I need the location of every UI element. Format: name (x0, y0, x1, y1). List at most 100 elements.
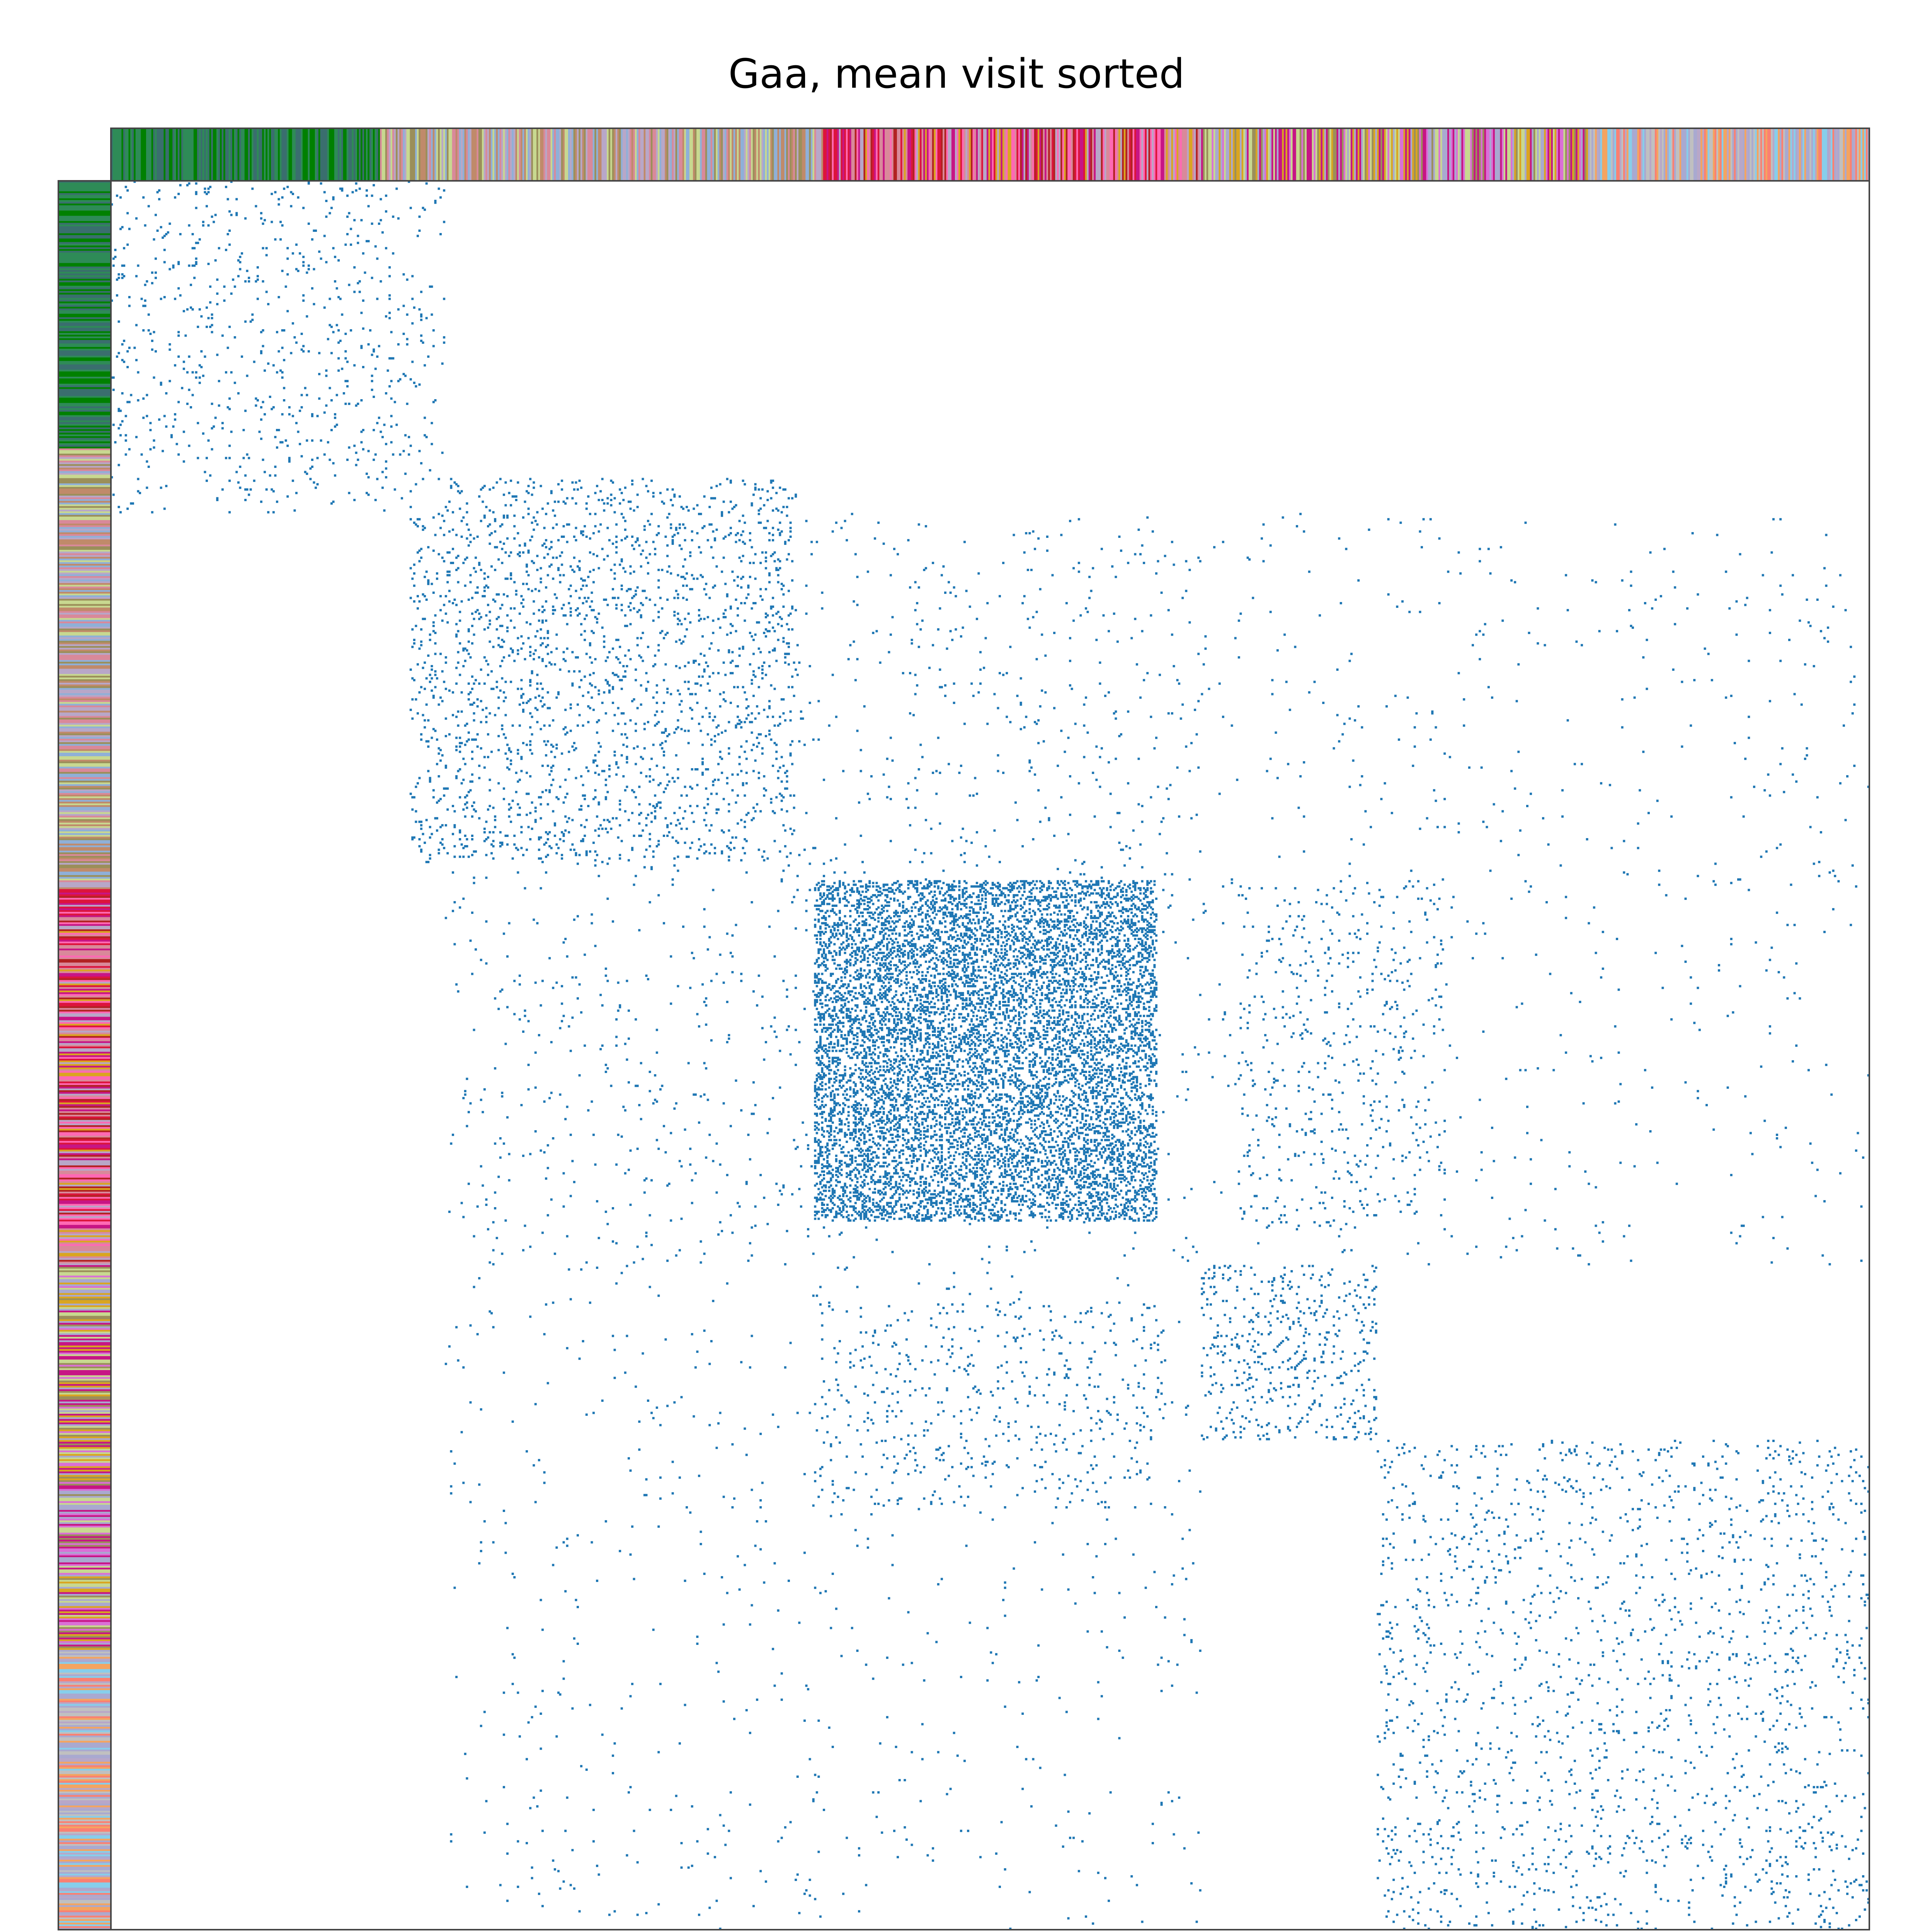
left-bar-node (58, 1263, 111, 1265)
top-bar-node (498, 128, 500, 181)
adjacency-point (603, 646, 606, 648)
adjacency-point (1030, 1111, 1033, 1114)
adjacency-point (462, 847, 465, 849)
adjacency-point (680, 827, 683, 830)
left-bar-node (58, 1293, 111, 1295)
top-bar-node (325, 128, 328, 181)
top-bar-node (244, 128, 247, 181)
adjacency-point (766, 490, 769, 493)
adjacency-point (244, 474, 247, 477)
adjacency-point (402, 373, 405, 376)
adjacency-point (256, 278, 259, 281)
top-bar-node (568, 128, 570, 181)
top-bar-node (1662, 128, 1664, 181)
top-bar-node (693, 128, 695, 181)
top-bar-node (422, 128, 424, 181)
left-bar-node (58, 810, 111, 813)
left-bar-node (58, 461, 111, 463)
adjacency-point (204, 471, 206, 473)
left-bar-node (58, 1151, 111, 1154)
left-bar-node (58, 1326, 111, 1328)
adjacency-point (121, 264, 124, 267)
left-bar-node (58, 280, 111, 283)
adjacency-point (735, 504, 737, 507)
left-bar-node (58, 1146, 111, 1148)
top-bar-node (123, 128, 125, 181)
left-bar-node (58, 1812, 111, 1815)
top-bar-node (118, 128, 120, 181)
top-bar-node (292, 128, 294, 181)
left-bar-node (58, 1718, 111, 1720)
adjacency-point (534, 588, 537, 590)
adjacency-point (691, 530, 693, 533)
adjacency-point (506, 843, 509, 846)
adjacency-point (722, 612, 725, 615)
left-bar-node (58, 1120, 111, 1122)
adjacency-point (763, 775, 766, 778)
adjacency-point (466, 845, 468, 848)
left-bar-node (58, 508, 111, 510)
adjacency-point (780, 583, 783, 585)
adjacency-point (661, 731, 664, 734)
adjacency-point (533, 486, 535, 489)
left-bar-node (58, 1582, 111, 1584)
adjacency-point (677, 532, 679, 534)
left-bar-node (58, 976, 111, 979)
adjacency-point (615, 817, 618, 820)
top-bar-node (821, 128, 824, 181)
adjacency-point (195, 192, 197, 195)
adjacency-point (147, 205, 150, 207)
top-bar-node (1525, 128, 1527, 181)
adjacency-point (642, 604, 644, 606)
adjacency-point (385, 392, 388, 395)
adjacency-point (1097, 950, 1099, 952)
adjacency-point (541, 660, 544, 662)
adjacency-point (564, 726, 567, 729)
adjacency-point (402, 333, 405, 335)
top-bar-node (1169, 128, 1172, 181)
adjacency-point (575, 481, 577, 484)
adjacency-point (715, 808, 718, 811)
adjacency-point (218, 247, 220, 250)
adjacency-point (647, 520, 649, 522)
adjacency-point (789, 743, 792, 746)
adjacency-point (529, 838, 532, 840)
top-bar-node (656, 128, 658, 181)
adjacency-point (497, 637, 500, 639)
left-bar-node (58, 1580, 111, 1582)
top-bar-node (589, 128, 591, 181)
left-bar-node (58, 1664, 111, 1666)
left-bar-node (58, 1174, 111, 1176)
left-bar-node (58, 992, 111, 995)
adjacency-point (698, 513, 700, 515)
adjacency-point (768, 532, 771, 534)
top-bar-node (1319, 128, 1321, 181)
adjacency-point (1058, 1004, 1061, 1007)
adjacency-point (448, 530, 451, 533)
adjacency-point (557, 693, 560, 696)
left-bar-node (58, 1744, 111, 1747)
adjacency-point (648, 838, 651, 840)
top-bar-node (1519, 128, 1522, 181)
left-bar-node (58, 1708, 111, 1710)
top-bar-node (1129, 128, 1131, 181)
left-bar-node (58, 417, 111, 419)
adjacency-point (619, 646, 621, 648)
top-bar-node (763, 128, 766, 181)
left-bar-node (58, 1342, 111, 1344)
adjacency-point (552, 609, 555, 612)
left-bar-node (58, 800, 111, 802)
adjacency-point (744, 691, 746, 694)
adjacency-point (471, 838, 473, 840)
left-bar-node (58, 1106, 111, 1108)
left-bar-node (58, 466, 111, 468)
top-bar-node (962, 128, 964, 181)
adjacency-point (165, 425, 168, 428)
top-bar-node (1370, 128, 1372, 181)
top-bar-node (1189, 128, 1191, 181)
adjacency-point (328, 324, 331, 327)
adjacency-point (439, 696, 442, 699)
adjacency-point (628, 649, 630, 652)
adjacency-point (584, 525, 586, 527)
adjacency-point (335, 394, 338, 396)
